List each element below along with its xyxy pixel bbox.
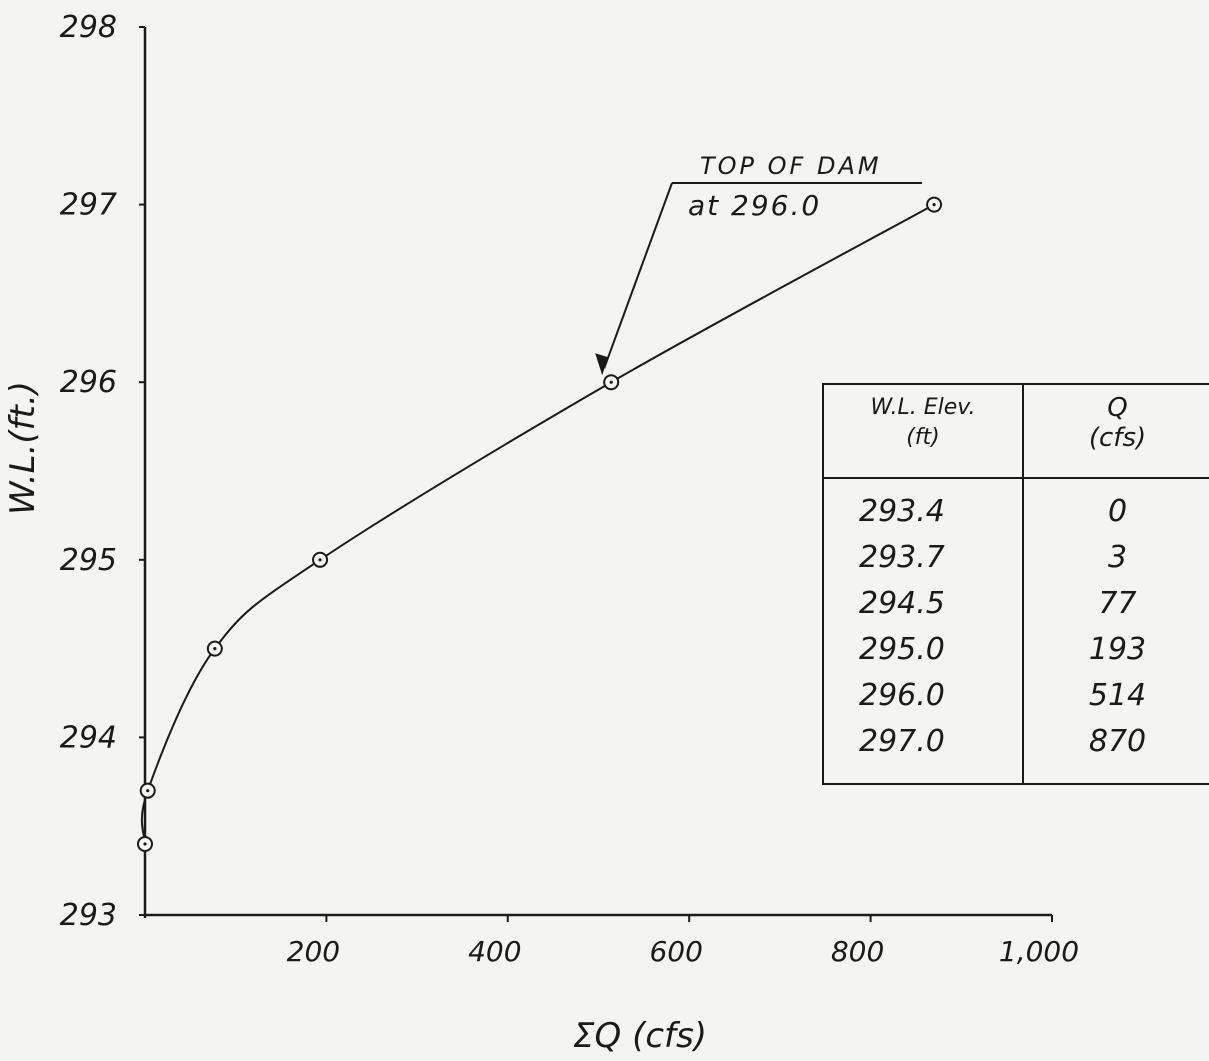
- table-row: 296.0 514: [824, 673, 1209, 719]
- series-line: [140, 203, 935, 845]
- table-header-elevation: W.L. Elev. (ft): [824, 393, 1022, 453]
- table-body: 293.4 0 293.7 3 294.5 77 295.0 193 296.0…: [824, 489, 1209, 765]
- y-ticks: 293 294 295 296 297 298: [60, 10, 145, 933]
- x-tick-label: 400: [468, 935, 521, 968]
- data-point: [139, 782, 156, 799]
- y-tick-label: 295: [60, 543, 117, 578]
- data-point: [603, 374, 620, 391]
- annotation-line-1: TOP OF DAM: [700, 152, 882, 180]
- table-row: 293.7 3: [824, 535, 1209, 581]
- annotation-arrow: [603, 182, 673, 369]
- annotation-line-2: at 296.0: [688, 189, 821, 222]
- x-tick-label: 1,000: [999, 935, 1079, 968]
- table-row: 297.0 870: [824, 719, 1209, 765]
- cell-elevation: 296.0: [859, 678, 945, 713]
- data-point: [312, 551, 329, 568]
- y-tick-label: 298: [60, 10, 117, 45]
- y-tick-label: 297: [60, 188, 117, 223]
- table-header-discharge: Q (cfs): [1024, 393, 1209, 453]
- cell-discharge: 3: [1107, 540, 1128, 575]
- table-row: 295.0 193: [824, 627, 1209, 673]
- table-row: 293.4 0: [824, 489, 1209, 535]
- cell-discharge: 0: [1107, 494, 1128, 529]
- cell-discharge: 77: [1098, 586, 1137, 621]
- cell-elevation: 293.4: [859, 494, 945, 529]
- rating-table: W.L. Elev. (ft) Q (cfs) 293.4 0 293.7 3 …: [822, 383, 1209, 785]
- table-divider-vertical: [1022, 385, 1024, 783]
- table-divider-horizontal: [824, 477, 1209, 479]
- data-point: [137, 835, 153, 852]
- cell-elevation: 294.5: [859, 586, 945, 621]
- cell-elevation: 293.7: [859, 540, 945, 575]
- cell-elevation: 295.0: [859, 632, 945, 667]
- y-tick-label: 294: [60, 720, 117, 755]
- header-elev-line2: (ft): [906, 425, 940, 450]
- data-point: [926, 196, 943, 213]
- x-tick-label: 800: [831, 935, 884, 968]
- axes: [143, 27, 1052, 918]
- header-q-line2: (cfs): [1088, 423, 1147, 453]
- top-of-dam-annotation: TOP OF DAM at 296.0: [595, 152, 922, 376]
- annotation-arrowhead: [595, 353, 609, 376]
- cell-elevation: 297.0: [859, 724, 945, 759]
- x-tick-label: 600: [649, 935, 702, 968]
- header-q-line1: Q: [1107, 393, 1128, 423]
- x-tick-label: 200: [287, 935, 340, 968]
- header-elev-line1: W.L. Elev.: [870, 395, 976, 420]
- data-point: [206, 640, 223, 657]
- cell-discharge: 870: [1088, 724, 1147, 759]
- y-axis-label: W.L.(ft.): [3, 381, 43, 515]
- y-tick-label: 296: [60, 365, 117, 400]
- x-ticks: 200 400 600 800 1,000: [287, 915, 1079, 968]
- cell-discharge: 514: [1088, 678, 1147, 713]
- y-tick-label: 293: [60, 898, 117, 933]
- table-row: 294.5 77: [824, 581, 1209, 627]
- cell-discharge: 193: [1088, 632, 1147, 667]
- data-points: [137, 196, 943, 852]
- x-axis-label: ΣQ (cfs): [573, 1016, 707, 1056]
